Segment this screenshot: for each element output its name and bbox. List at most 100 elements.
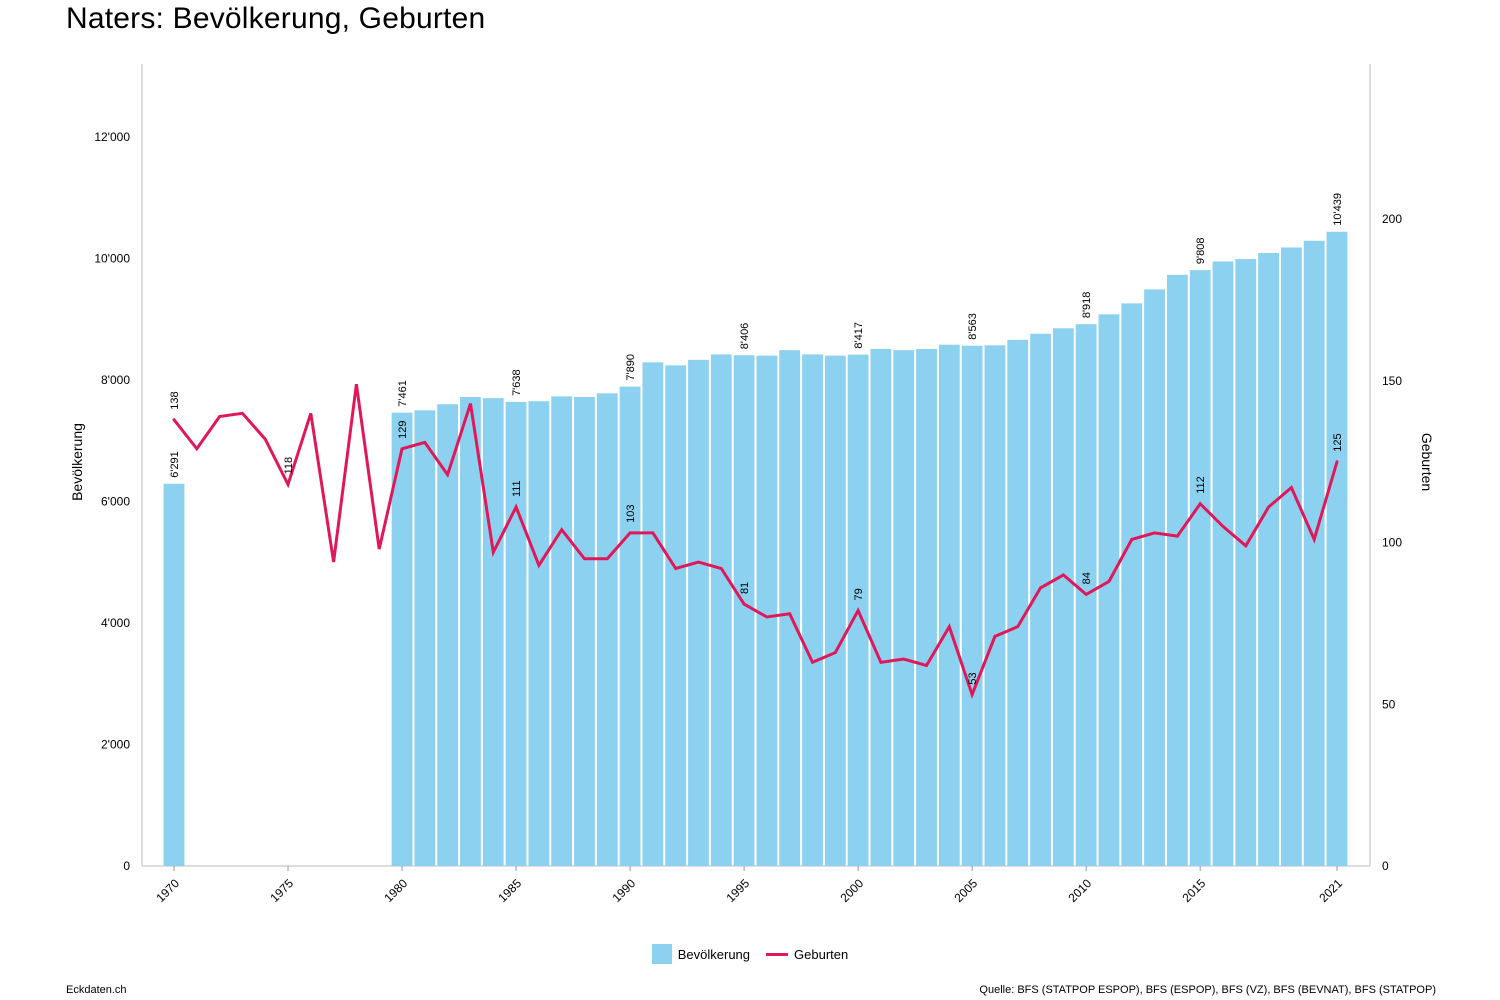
population-bar [1280,247,1302,866]
population-bar [665,365,687,866]
population-bar [505,401,527,866]
x-tick-label: 1975 [267,876,296,905]
population-bar [1098,314,1120,867]
population-data-label: 8'417 [853,322,865,349]
population-bar [1007,339,1029,867]
population-data-label: 7'461 [397,380,409,407]
population-bar [1166,274,1188,866]
y-right-tick-label: 150 [1382,374,1402,388]
y-left-tick-label: 8'000 [101,373,130,387]
chart-title: Naters: Bevölkerung, Geburten [66,2,486,35]
x-tick-label: 1980 [381,876,410,905]
population-bar [893,350,915,866]
legend-swatch-births [766,952,789,956]
legend-label-births: Geburten [794,946,849,962]
legend-item-births[interactable]: Geburten [766,947,848,962]
births-data-label: 129 [397,420,409,438]
y-right-axis-label: Geburten [1419,433,1435,491]
population-bar [710,354,732,866]
population-bar [1326,231,1348,867]
births-data-label: 79 [853,588,865,600]
population-bar [1189,270,1211,866]
population-bar [619,386,641,866]
births-line-path [172,383,1339,699]
population-bar [916,348,937,867]
population-bar [551,396,573,866]
population-data-label: 8'406 [739,323,751,350]
population-bar [824,355,846,866]
population-bar [1258,252,1279,866]
population-bar [528,401,550,866]
y-right-tick-label: 0 [1382,859,1389,873]
births-data-label: 81 [739,582,751,594]
population-bar [1303,240,1325,866]
chart-canvas: 0 2'000 4'000 6'000 8'000 10'000 12'000 0 50 100 1… [69,64,1435,905]
population-bars [163,231,1348,867]
population-bar [391,412,413,866]
population-bar [1144,289,1165,866]
legend-label-population: Bevölkerung [677,946,751,962]
population-bar [596,393,618,866]
population-bar [1121,303,1143,866]
population-bar [482,398,504,866]
population-data-label: 9'808 [1195,238,1207,265]
x-tick-label: 1985 [495,876,524,905]
population-bar [1212,261,1234,866]
population-bar [688,359,709,866]
x-tick-label: 2015 [1180,876,1209,905]
x-tick-label: 1995 [723,876,752,905]
population-bar [1235,259,1257,866]
footer-source: Quelle: BFS (STATPOP ESPOP), BFS (ESPOP)… [979,984,1436,996]
population-data-label: 8'918 [1081,292,1093,319]
legend-swatch-population [651,944,672,964]
legend: Bevölkerung Geburten [0,944,1500,964]
population-bar [437,404,459,866]
population-bar [984,345,1006,866]
births-data-label: 103 [625,505,637,523]
population-bar [756,355,778,866]
births-data-label: 112 [1195,476,1207,494]
population-bar [460,396,481,866]
data-labels: 6'291 7'461 7'638 7'890 8'406 8'417 8'563 8'918… [169,193,1344,685]
births-data-label: 53 [967,672,979,684]
population-bar [733,355,755,866]
population-data-label: 8'563 [967,313,979,340]
footer-site: Eckdaten.ch [66,984,127,996]
population-bar [779,350,801,866]
x-tick-label: 2010 [1065,876,1094,905]
births-data-label: 125 [1332,433,1344,451]
births-data-label: 111 [511,480,523,497]
population-data-label: 7'890 [625,354,637,381]
y-left-tick-label: 2'000 [101,737,130,751]
x-tick-label: 2005 [951,876,980,905]
population-bar [574,396,595,866]
x-tick-label: 2021 [1316,876,1345,905]
population-bar [1052,328,1074,867]
y-left-tick-label: 10'000 [94,251,130,265]
x-tick-label: 1970 [153,876,182,905]
population-bar [961,345,983,866]
y-right-tick-label: 50 [1382,697,1396,711]
x-tick-label: 2000 [837,876,866,905]
y-right-tick-label: 100 [1382,536,1402,550]
x-tick-label: 1990 [609,876,638,905]
population-bar [938,344,960,866]
legend-item-population[interactable]: Bevölkerung [651,944,751,964]
population-data-label: 6'291 [169,451,181,478]
y-left-axis-label: Bevölkerung [69,423,85,501]
population-bar [642,362,664,866]
y-right-tick-label: 200 [1382,212,1402,226]
births-data-label: 118 [283,457,295,475]
population-data-label: 7'638 [511,369,523,396]
y-left-tick-label: 12'000 [94,130,130,144]
population-bar [414,410,436,866]
population-bar [1030,333,1051,866]
y-left-tick-label: 6'000 [101,494,130,508]
population-data-label: 10'439 [1332,193,1344,226]
y-left-tick-label: 0 [123,859,130,873]
births-line [172,383,1339,699]
births-data-label: 138 [169,391,181,409]
population-bar [163,483,185,866]
births-data-label: 84 [1081,572,1093,584]
population-bar [870,348,892,867]
